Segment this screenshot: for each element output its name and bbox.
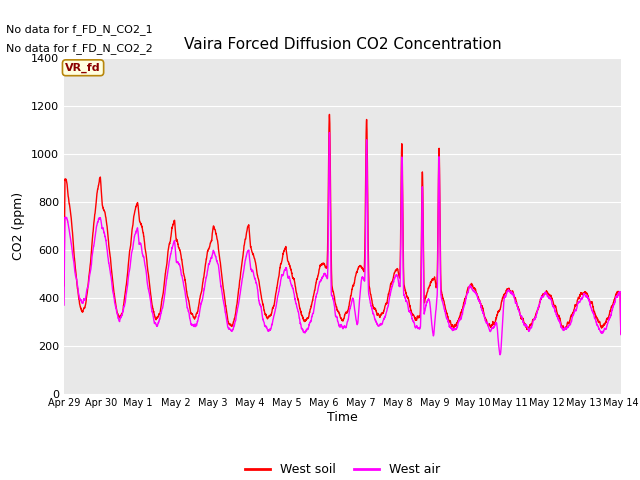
West soil <box>600 322 607 328</box>
X-axis label: Time: Time <box>327 411 358 424</box>
West air <box>298 326 306 332</box>
West soil <box>572 303 580 309</box>
Legend: West soil, West air: West soil, West air <box>239 458 445 480</box>
Line: West soil: West soil <box>64 114 621 333</box>
West air <box>496 352 504 358</box>
Text: No data for f_FD_N_CO2_2: No data for f_FD_N_CO2_2 <box>6 43 153 54</box>
West air <box>572 306 580 312</box>
Line: West air: West air <box>64 132 621 355</box>
West soil <box>60 283 68 288</box>
West soil <box>617 330 625 336</box>
West air <box>600 328 608 334</box>
Text: No data for f_FD_N_CO2_1: No data for f_FD_N_CO2_1 <box>6 24 153 35</box>
West soil <box>298 312 306 318</box>
West air <box>60 302 68 308</box>
West air <box>326 130 333 135</box>
Y-axis label: CO2 (ppm): CO2 (ppm) <box>12 192 26 260</box>
Title: Vaira Forced Diffusion CO2 Concentration: Vaira Forced Diffusion CO2 Concentration <box>184 37 501 52</box>
West soil <box>465 285 472 290</box>
West air <box>465 287 472 292</box>
Text: VR_fd: VR_fd <box>65 63 101 73</box>
West soil <box>324 165 332 170</box>
West soil <box>326 111 333 117</box>
West air <box>294 308 301 314</box>
West air <box>617 332 625 337</box>
West soil <box>294 296 301 302</box>
West air <box>324 201 332 207</box>
